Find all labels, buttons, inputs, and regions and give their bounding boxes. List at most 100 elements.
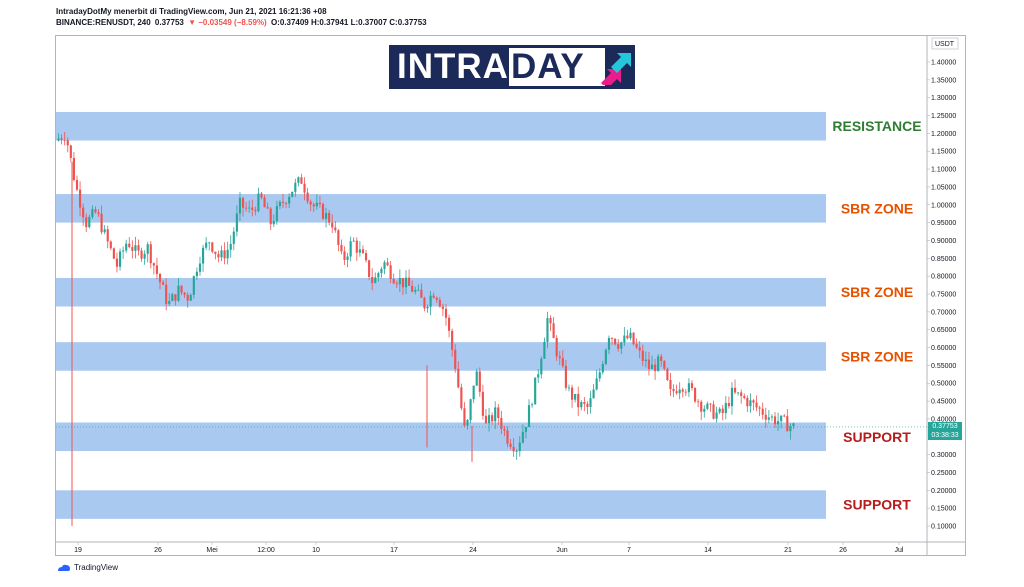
candle-body [638,347,641,351]
candle-body [650,364,654,370]
candle-body [737,392,740,394]
candle-body [432,295,435,298]
y-tick-label: 0.60000 [931,345,956,352]
candle-body [306,192,309,202]
candle-body [168,300,171,304]
candle-body [245,207,248,209]
candle-body [343,251,346,260]
candle-body [122,250,125,252]
candle-body [328,212,331,223]
candle-body [192,276,195,295]
candle-body [540,358,543,375]
x-tick-label: 21 [784,547,792,554]
candle-body [564,365,567,388]
candle-body [549,318,552,324]
candle-body [371,276,374,283]
candle-body [60,138,63,140]
candle-body [321,204,325,219]
candle-body [764,414,767,420]
candle-body [355,240,358,253]
candle-body [368,260,371,277]
candle-body [527,405,531,428]
candle-body [441,306,444,309]
candle-body [294,182,297,192]
candle-body [143,253,146,259]
candle-body [386,262,389,266]
candle-body [137,245,140,251]
candle-body [315,202,318,207]
candle-body [198,263,202,272]
current-price: 0.37753 [932,423,958,430]
candle-body [309,201,312,205]
y-tick-label: 0.65000 [931,327,956,334]
candle-body [586,403,589,407]
zone-band [56,422,826,452]
candle-body [663,360,666,369]
candle-body [570,387,574,400]
candle-body [654,364,657,372]
axis-unit: USDT [935,41,955,48]
logo-text-a: INTRA [397,47,509,86]
candle-body [214,251,217,254]
candle-body [780,415,783,422]
candle-body [460,387,463,409]
candle-body [740,392,743,397]
x-tick-label: Jul [895,547,904,554]
candle-body [97,212,100,214]
candle-body [466,419,469,426]
candle-body [567,387,571,389]
candle-body [758,407,761,409]
candle-body [577,393,580,408]
candle-body [115,258,119,267]
ohlc-values: O:0.37409 H:0.37941 L:0.37007 C:0.37753 [270,18,427,27]
candle-body [275,206,278,222]
candle-body [248,207,251,209]
candle-body [660,356,663,361]
candle-body [383,262,386,269]
candle-body [349,241,352,257]
candle-body [767,417,770,420]
candle-body [257,193,260,212]
candle-body [546,318,549,342]
candle-body [681,389,684,392]
x-tick-label: 10 [312,547,320,554]
candle-body [789,426,792,432]
candle-body [426,306,429,309]
zone-label: RESISTANCE [832,118,921,134]
y-tick-label: 0.55000 [931,363,956,370]
candle-body [417,289,420,291]
symbol: BINANCE:RENUSDT, 240 [56,18,151,27]
candle-body [91,209,94,217]
y-tick-label: 0.15000 [931,506,956,513]
candle-body [217,253,220,258]
zone-label: SUPPORT [843,429,911,445]
candle-body [352,240,355,242]
candle-body [721,408,724,414]
y-tick-label: 0.10000 [931,524,956,531]
y-tick-label: 0.90000 [931,238,956,245]
y-tick-label: 0.30000 [931,452,956,459]
candle-body [487,415,491,424]
arrow-logo-icon [601,53,631,85]
candle-body [300,177,303,184]
candle-body [475,371,478,386]
candle-body [746,397,749,407]
candle-body [75,179,79,190]
candle-body [730,387,734,407]
candle-body [607,338,611,350]
candle-body [770,416,774,418]
tradingview-brand[interactable]: TradingView [57,563,118,572]
candle-body [235,213,238,232]
candle-body [454,349,457,369]
candle-body [561,358,564,366]
candle-body [63,139,66,141]
candle-body [88,216,91,228]
candle-body [543,341,546,359]
candle-body [337,230,340,245]
bar-timer: 03:38:33 [931,432,959,439]
candle-body [220,250,223,258]
candle-body [285,203,288,204]
candle-body [303,183,306,193]
candle-body [140,250,143,259]
